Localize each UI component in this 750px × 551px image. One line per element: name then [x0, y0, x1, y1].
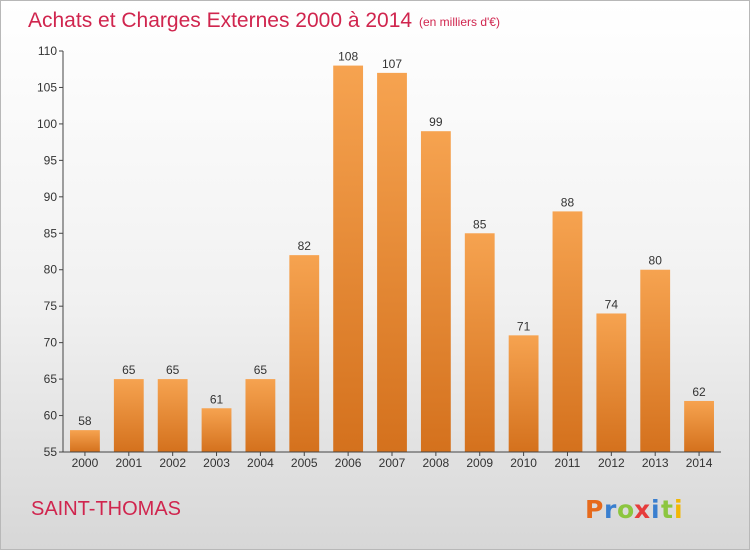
- x-tick-label: 2008: [423, 456, 450, 470]
- svg-text:i: i: [651, 495, 660, 524]
- bar-value-label: 65: [166, 363, 180, 377]
- bar: [640, 269, 671, 452]
- x-tick-label: 2009: [466, 456, 493, 470]
- x-axis: 2000 2001 2002 2003 2004 2005 2006 2007 2008 2009…: [63, 451, 721, 470]
- bar: [70, 430, 100, 452]
- bar-value-label: 71: [517, 319, 531, 333]
- bar-value-label: 108: [338, 50, 358, 64]
- y-tick-label: 105: [37, 80, 57, 94]
- bar: [157, 379, 188, 452]
- bar: [113, 379, 144, 452]
- bar-value-label: 80: [649, 254, 663, 268]
- bar: [245, 379, 276, 452]
- x-tick-label: 2011: [555, 456, 581, 470]
- svg-text:o: o: [617, 495, 634, 524]
- bar-value-label: 65: [122, 363, 136, 377]
- x-tick-label: 2000: [72, 456, 99, 470]
- chart-title: Achats et Charges Externes 2000 à 2014: [28, 9, 412, 32]
- bar: [508, 335, 539, 452]
- x-tick-label: 2012: [598, 456, 625, 470]
- y-tick-label: 110: [38, 44, 57, 58]
- x-tick-label: 2003: [203, 456, 230, 470]
- bar-value-label: 62: [692, 385, 706, 399]
- bar-value-label: 58: [78, 414, 92, 428]
- y-tick-label: 55: [44, 445, 58, 459]
- bar: [464, 233, 495, 452]
- proxiti-logo: P r o x i t i: [585, 495, 683, 524]
- svg-text:x: x: [634, 495, 650, 524]
- x-tick-label: 2004: [247, 456, 274, 470]
- x-tick-label: 2007: [379, 456, 406, 470]
- bar-value-label: 85: [473, 217, 487, 231]
- y-tick-label: 95: [44, 153, 58, 167]
- y-tick-label: 75: [44, 299, 58, 313]
- x-tick-label: 2001: [115, 456, 142, 470]
- x-tick-label: 2014: [686, 456, 713, 470]
- bar-value-label: 61: [210, 392, 224, 406]
- svg-text:r: r: [604, 495, 617, 524]
- y-tick-label: 90: [44, 190, 58, 204]
- bar: [289, 255, 320, 452]
- x-tick-label: 2002: [159, 456, 186, 470]
- y-tick-label: 85: [44, 226, 58, 240]
- bar-value-label: 88: [561, 195, 575, 209]
- y-tick-label: 100: [37, 117, 57, 131]
- bar: [684, 400, 714, 452]
- bar: [377, 72, 407, 452]
- svg-text:i: i: [674, 495, 683, 524]
- svg-text:t: t: [661, 495, 673, 524]
- bar-value-label: 82: [298, 239, 312, 253]
- bar-value-label: 74: [605, 297, 619, 311]
- bar: [201, 408, 232, 452]
- y-tick-label: 65: [44, 372, 58, 386]
- bar-value-label: 99: [429, 115, 443, 129]
- y-tick-label: 80: [44, 263, 58, 277]
- x-tick-label: 2006: [335, 456, 362, 470]
- bar-value-label: 65: [254, 363, 268, 377]
- y-axis: 55 60 65 70 75 80 85 90 95 100 105 110: [37, 44, 64, 459]
- bar: [552, 211, 583, 452]
- y-tick-label: 60: [44, 409, 58, 423]
- x-tick-label: 2010: [510, 456, 537, 470]
- bar-value-label: 107: [382, 57, 402, 71]
- bar: [420, 131, 451, 452]
- chart-subtitle: (en milliers d'€): [419, 15, 500, 29]
- svg-text:P: P: [585, 495, 603, 524]
- commune-name: SAINT-THOMAS: [31, 498, 181, 520]
- y-tick-label: 70: [44, 336, 58, 350]
- bars-group: 58 65 65 61 65 82 108 107 99 85 71 88 74 80 62: [70, 50, 714, 452]
- bar: [333, 65, 364, 452]
- x-tick-label: 2013: [642, 456, 669, 470]
- x-tick-label: 2005: [291, 456, 318, 470]
- bar: [596, 313, 627, 452]
